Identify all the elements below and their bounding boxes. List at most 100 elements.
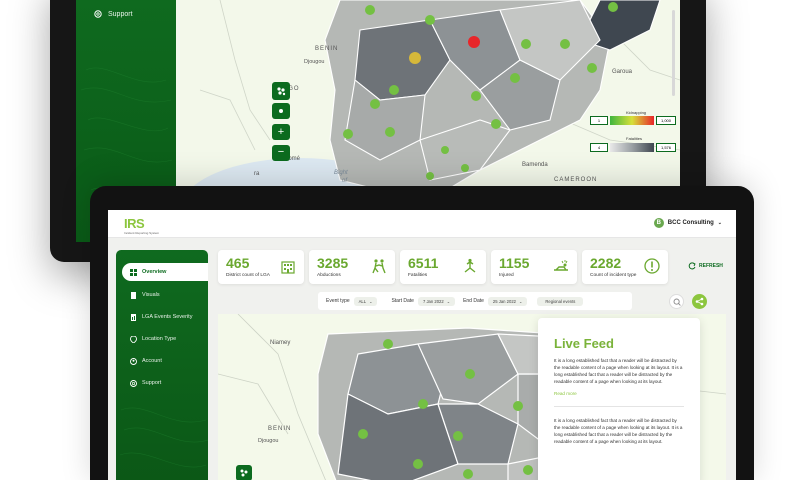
marker-green[interactable] [365,5,375,15]
marker-green[interactable] [370,99,380,109]
marker-red[interactable] [468,36,480,48]
start-date-select[interactable]: 7 Jan 2022 ⌄ [417,296,456,306]
map-scrollbar[interactable] [672,10,675,96]
regional-events-button[interactable]: Regional events [537,296,584,306]
abduction-icon [372,259,386,274]
end-date-filter: End Date 25 Jan 2022 ⌄ [463,296,528,306]
logo-text: IRS [124,216,145,231]
cluster-icon [240,469,248,477]
marker-green[interactable] [560,39,570,49]
map-label-garoua: Garoua [612,69,633,75]
region-mid [479,59,561,131]
map-search-button[interactable] [669,294,684,309]
user-icon [130,357,137,365]
legend-fatalities-max: 1,576 [656,143,676,152]
map-label-niamey: Niamey [270,340,290,346]
live-feed-panel: Live Feed It is a long established fact … [538,318,700,480]
document-icon [131,291,136,299]
sidebar: Overview Visuals LGA Events Severity Loc… [116,250,208,480]
marker-green[interactable] [471,91,481,101]
laptop-screen: IRS Incident Reporting System B BCC Cons… [108,210,736,480]
marker-green[interactable] [453,431,463,441]
sidebar-item-label: Location Type [142,336,177,342]
marker-green[interactable] [418,399,428,409]
marker-green[interactable] [426,172,434,180]
refresh-button[interactable]: REFRESH [688,262,723,270]
start-date-filter: Start Date 7 Jan 2022 ⌄ [391,296,456,306]
live-feed-title: Live Feed [554,336,614,351]
event-type-select[interactable]: ALL ⌄ [353,296,378,306]
refresh-icon [688,262,696,270]
end-date-select[interactable]: 25 Jan 2022 ⌄ [487,296,528,306]
marker-green[interactable] [491,119,501,129]
kpi-card-lga: 465 District count of LGA [218,250,304,284]
read-more-link[interactable]: Read more [554,391,577,396]
marker-green[interactable] [463,469,473,479]
cluster-toggle-button[interactable] [236,465,252,480]
marker-green[interactable] [608,2,618,12]
locate-button[interactable] [272,103,290,119]
kpi-value: 465 [226,255,250,271]
marker-green[interactable] [343,129,353,139]
map-layers-button[interactable] [692,294,707,309]
zoom-out-button[interactable]: − [272,145,290,161]
support-icon [130,379,137,387]
marker-green[interactable] [465,369,475,379]
marker-green[interactable] [513,401,523,411]
marker-green[interactable] [441,146,449,154]
dot-icon [279,109,283,113]
border-line [218,373,289,435]
sidebar-item-label: Visuals [142,292,160,298]
map-label-djougou: Djougou [304,59,325,65]
marker-green[interactable] [510,73,520,83]
end-date-value: 25 Jan 2022 [492,298,516,304]
marker-green[interactable] [385,127,395,137]
marker-green[interactable] [425,15,435,25]
sidebar-item-visuals[interactable]: Visuals [116,286,208,304]
marker-green[interactable] [383,339,393,349]
kpi-card-incident-type: 2282 Count of incident type [582,250,668,284]
kpi-card-injured: 1155 Injured [491,250,577,284]
marker-green[interactable] [521,39,531,49]
sidebar-item-location-type[interactable]: Location Type [116,330,208,348]
feed-entry-text: It is a long established fact that a rea… [554,418,683,444]
share-icon [695,297,704,306]
monitor-sidebar-support[interactable]: Support [94,10,133,18]
event-type-value: ALL [358,298,367,304]
chevron-down-icon: ⌄ [717,220,722,226]
marker-green[interactable] [413,459,423,469]
cluster-icon [277,87,286,96]
sidebar-item-account[interactable]: Account [116,352,208,370]
marker-green[interactable] [523,465,533,475]
chevron-down-icon: ⌄ [446,298,451,304]
marker-green[interactable] [358,429,368,439]
injured-icon [554,260,568,271]
marker-green[interactable] [389,85,399,95]
legend-fatalities-label: Fatalities [626,136,643,141]
map-label-bamenda: Bamenda [522,162,548,168]
sidebar-item-support[interactable]: Support [116,374,208,392]
map-label-cameroon: CAMEROON [554,177,597,183]
marker-yellow[interactable] [409,52,421,64]
avatar: B [653,218,664,228]
sidebar-item-label: Overview [142,269,167,275]
user-menu[interactable]: B BCC Consulting ⌄ [653,218,722,228]
kpi-card-abductions: 3285 Abductions [309,250,395,284]
sidebar-item-label: Account [142,358,162,364]
app-logo[interactable]: IRS Incident Reporting System [124,216,159,235]
sidebar-item-overview[interactable]: Overview [122,263,208,281]
alert-icon [644,258,660,274]
marker-green[interactable] [461,164,469,172]
filter-bar: Event type ALL ⌄ Start Date 7 Jan 2022 ⌄… [318,292,632,310]
fatality-icon [464,258,476,273]
cluster-toggle-button[interactable] [272,82,290,100]
sidebar-item-lga-events-severity[interactable]: LGA Events Severity [116,308,208,326]
user-name: BCC Consulting [667,220,714,226]
kpi-label: Count of incident type [590,273,637,278]
zoom-in-button[interactable]: + [272,124,290,140]
back-monitor: Support [50,0,706,262]
border-line [219,0,271,141]
marker-green[interactable] [587,63,597,73]
kpi-value: 3285 [317,255,349,271]
